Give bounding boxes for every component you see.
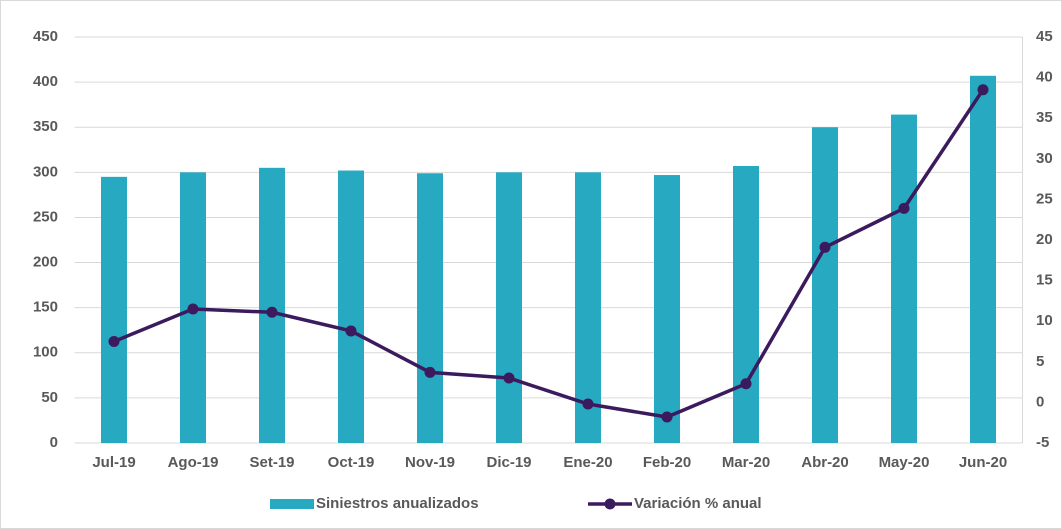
legend-label: Siniestros anualizados [316, 495, 479, 512]
line-marker [898, 202, 910, 214]
y-tick-label: 200 [33, 254, 58, 271]
line-marker [582, 398, 594, 410]
x-tick-label: Oct-19 [328, 454, 375, 471]
bar [891, 114, 917, 443]
y-tick-label: 400 [33, 73, 58, 90]
y2-tick-label: 0 [1036, 393, 1044, 410]
line-marker [740, 378, 752, 390]
y2-tick-label: 10 [1036, 312, 1053, 329]
bar [970, 75, 996, 443]
line-marker [187, 303, 199, 315]
line-marker [345, 325, 357, 337]
bar [812, 127, 838, 443]
x-tick-label: Dic-19 [486, 454, 531, 471]
line-marker [819, 241, 831, 253]
x-tick-label: May-20 [879, 454, 930, 471]
bar [101, 176, 127, 443]
x-tick-label: Nov-19 [405, 454, 455, 471]
legend-swatch [270, 499, 314, 509]
bar [417, 173, 443, 444]
line-marker [266, 306, 278, 318]
y-tick-label: 100 [33, 344, 58, 361]
y2-tick-label: 15 [1036, 272, 1053, 289]
bar [496, 172, 522, 444]
y-tick-label: 250 [33, 208, 58, 225]
bar [733, 166, 759, 444]
y-tick-label: 450 [33, 28, 58, 45]
x-tick-label: Jul-19 [92, 454, 135, 471]
bar [259, 167, 285, 444]
line-marker [977, 84, 989, 96]
y-tick-label: 350 [33, 118, 58, 135]
bar [338, 170, 364, 444]
line-marker [503, 372, 515, 384]
y-tick-label: 50 [41, 389, 58, 406]
line-marker [108, 336, 120, 347]
x-tick-label: Ago-19 [168, 454, 219, 471]
line [113, 88, 985, 419]
y2-tick-label: 30 [1036, 150, 1053, 167]
y2-tick-label: 35 [1036, 109, 1053, 126]
x-tick-label: Set-19 [249, 454, 294, 471]
bar [654, 175, 680, 444]
y-tick-label: 300 [33, 163, 58, 180]
y2-tick-label: 45 [1036, 28, 1053, 45]
y2-tick-label: -5 [1036, 434, 1049, 451]
y2-tick-label: 5 [1036, 353, 1044, 370]
y-tick-label: 150 [33, 299, 58, 316]
x-tick-label: Feb-20 [643, 454, 691, 471]
x-tick-label: Abr-20 [801, 454, 849, 471]
legend-label: Variación % anual [634, 495, 762, 512]
line-marker [661, 411, 673, 423]
y2-tick-label: 25 [1036, 190, 1053, 207]
x-tick-label: Ene-20 [563, 454, 612, 471]
bar [575, 172, 601, 444]
y-tick-label: 0 [50, 434, 58, 451]
y2-tick-label: 20 [1036, 231, 1053, 248]
x-tick-label: Jun-20 [959, 454, 1007, 471]
x-tick-label: Mar-20 [722, 454, 770, 471]
line-marker [424, 366, 436, 378]
legend-swatch [604, 498, 616, 510]
y2-tick-label: 40 [1036, 69, 1053, 86]
